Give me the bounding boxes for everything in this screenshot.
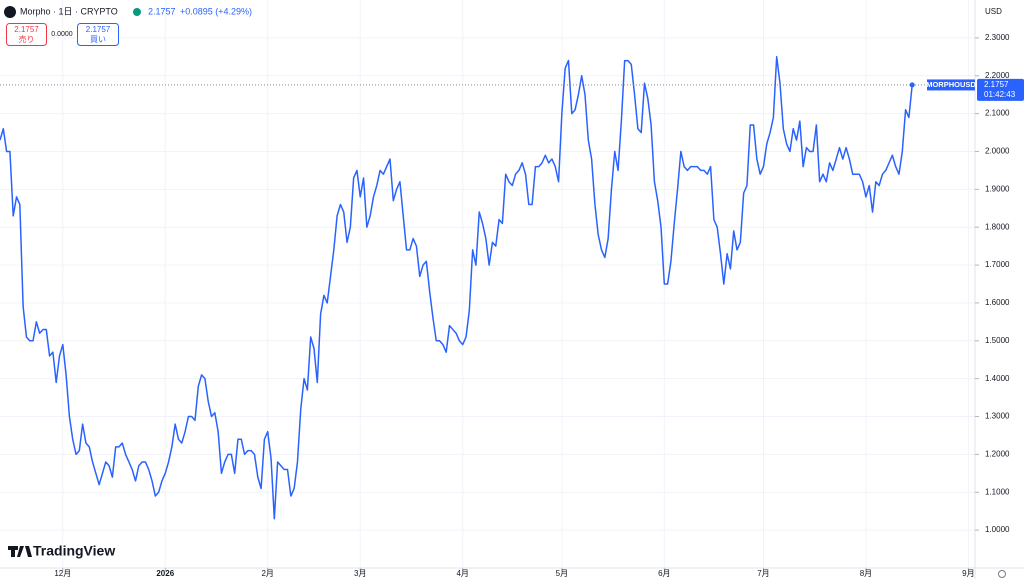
- currency[interactable]: USD: [985, 7, 1002, 16]
- symbol-logo: [4, 6, 16, 18]
- x-tick-label: 8月: [860, 569, 872, 578]
- y-tick-label: 1.3000: [985, 412, 1010, 421]
- y-tick-label: 2.3000: [985, 33, 1010, 42]
- symbol: Morpho · 1日 · CRYPTO: [20, 6, 118, 16]
- header-price: 2.1757: [148, 6, 176, 16]
- y-tick-label: 1.8000: [985, 222, 1010, 231]
- symbol-tag: [927, 79, 975, 91]
- y-tick-label: 1.1000: [985, 487, 1010, 496]
- last-point: [909, 82, 915, 88]
- buy-label: 買い: [90, 35, 106, 44]
- sell-label: 売り: [19, 34, 35, 44]
- y-tick-label: 1.6000: [985, 298, 1010, 307]
- sell-price: 2.1757: [14, 25, 39, 34]
- countdown: 01:42:43: [984, 90, 1016, 99]
- x-tick-label: 12月: [54, 569, 71, 578]
- y-tick-label: 1.9000: [985, 184, 1010, 193]
- price-tag: [977, 78, 1024, 101]
- brand-logo: [8, 546, 32, 557]
- x-tick-label: 2026: [156, 569, 174, 578]
- buy-button[interactable]: [77, 23, 119, 46]
- brand: TradingView: [33, 543, 115, 559]
- spread: 0.0000: [51, 31, 73, 38]
- x-tick-label: 6月: [658, 569, 670, 578]
- y-tick-label: 1.5000: [985, 336, 1010, 345]
- y-tick-label: 1.2000: [985, 450, 1010, 459]
- sell-button[interactable]: [6, 23, 47, 46]
- y-tick-label: 1.0000: [985, 525, 1010, 534]
- x-tick-label: 9月: [962, 569, 974, 578]
- settings-icon[interactable]: [998, 570, 1006, 578]
- symbol-tag-label: MORPHOUSD: [926, 80, 976, 89]
- y-tick-label: 2.2000: [985, 71, 1010, 80]
- status-dot: [133, 8, 141, 16]
- x-tick-label: 2月: [261, 569, 273, 578]
- x-tick-label: 4月: [456, 569, 468, 578]
- y-tick-label: 2.0000: [985, 147, 1010, 156]
- y-tick-label: 1.4000: [985, 374, 1010, 383]
- grid: [0, 0, 975, 568]
- price-line: [0, 56, 913, 520]
- x-tick-label: 7月: [757, 569, 769, 578]
- x-tick-label: 5月: [556, 569, 568, 578]
- header-change: +0.0895 (+4.29%): [180, 6, 252, 16]
- y-tick-label: 1.7000: [985, 260, 1010, 269]
- buy-price: 2.1757: [86, 25, 111, 34]
- y-tick-label: 2.1000: [985, 109, 1010, 118]
- x-tick-label: 3月: [354, 569, 366, 578]
- price-tag-label: 2.1757: [984, 80, 1009, 89]
